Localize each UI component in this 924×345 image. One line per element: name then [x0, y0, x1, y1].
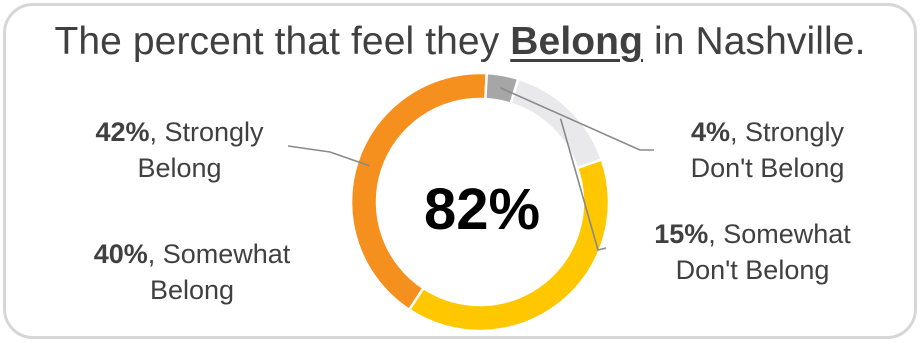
- label-strongly-belong: 42%, Strongly Belong: [72, 114, 287, 186]
- leader-line-strongly-dont-belong: [500, 87, 654, 151]
- leader-line-somewhat-dont-belong: [559, 118, 607, 251]
- label-somewhat-belong-line1: , Somewhat: [147, 239, 291, 269]
- label-somewhat-dont-belong: 15%, Somewhat Don't Belong: [630, 216, 875, 288]
- title-emphasis: Belong: [510, 20, 644, 63]
- donut-center-value: 82%: [424, 177, 540, 242]
- label-somewhat-dont-belong-pct: 15%: [654, 219, 709, 249]
- donut-slice-somewhat-dont-belong: [508, 77, 604, 170]
- label-somewhat-dont-belong-line2: Don't Belong: [675, 255, 830, 285]
- label-somewhat-dont-belong-line1: , Somewhat: [708, 219, 851, 249]
- label-strongly-belong-line1: , Strongly: [149, 117, 264, 147]
- label-somewhat-belong-line2: Belong: [149, 275, 235, 305]
- label-somewhat-belong: 40%, Somewhat Belong: [72, 236, 312, 308]
- label-strongly-dont-belong-line2: Don't Belong: [690, 153, 845, 183]
- label-strongly-dont-belong-pct: 4%: [690, 117, 730, 147]
- title-prefix: The percent that feel they: [54, 20, 511, 63]
- label-somewhat-belong-pct: 40%: [93, 239, 148, 269]
- label-strongly-belong-pct: 42%: [95, 117, 150, 147]
- leader-line-strongly-belong: [287, 145, 371, 167]
- title-suffix: in Nashville.: [643, 20, 866, 63]
- chart-card: [3, 3, 917, 339]
- label-strongly-belong-line2: Belong: [137, 153, 222, 183]
- label-strongly-dont-belong: 4%, Strongly Don't Belong: [660, 114, 875, 186]
- chart-title: The percent that feel they Belong in Nas…: [0, 20, 920, 64]
- label-strongly-dont-belong-line1: , Strongly: [729, 117, 845, 147]
